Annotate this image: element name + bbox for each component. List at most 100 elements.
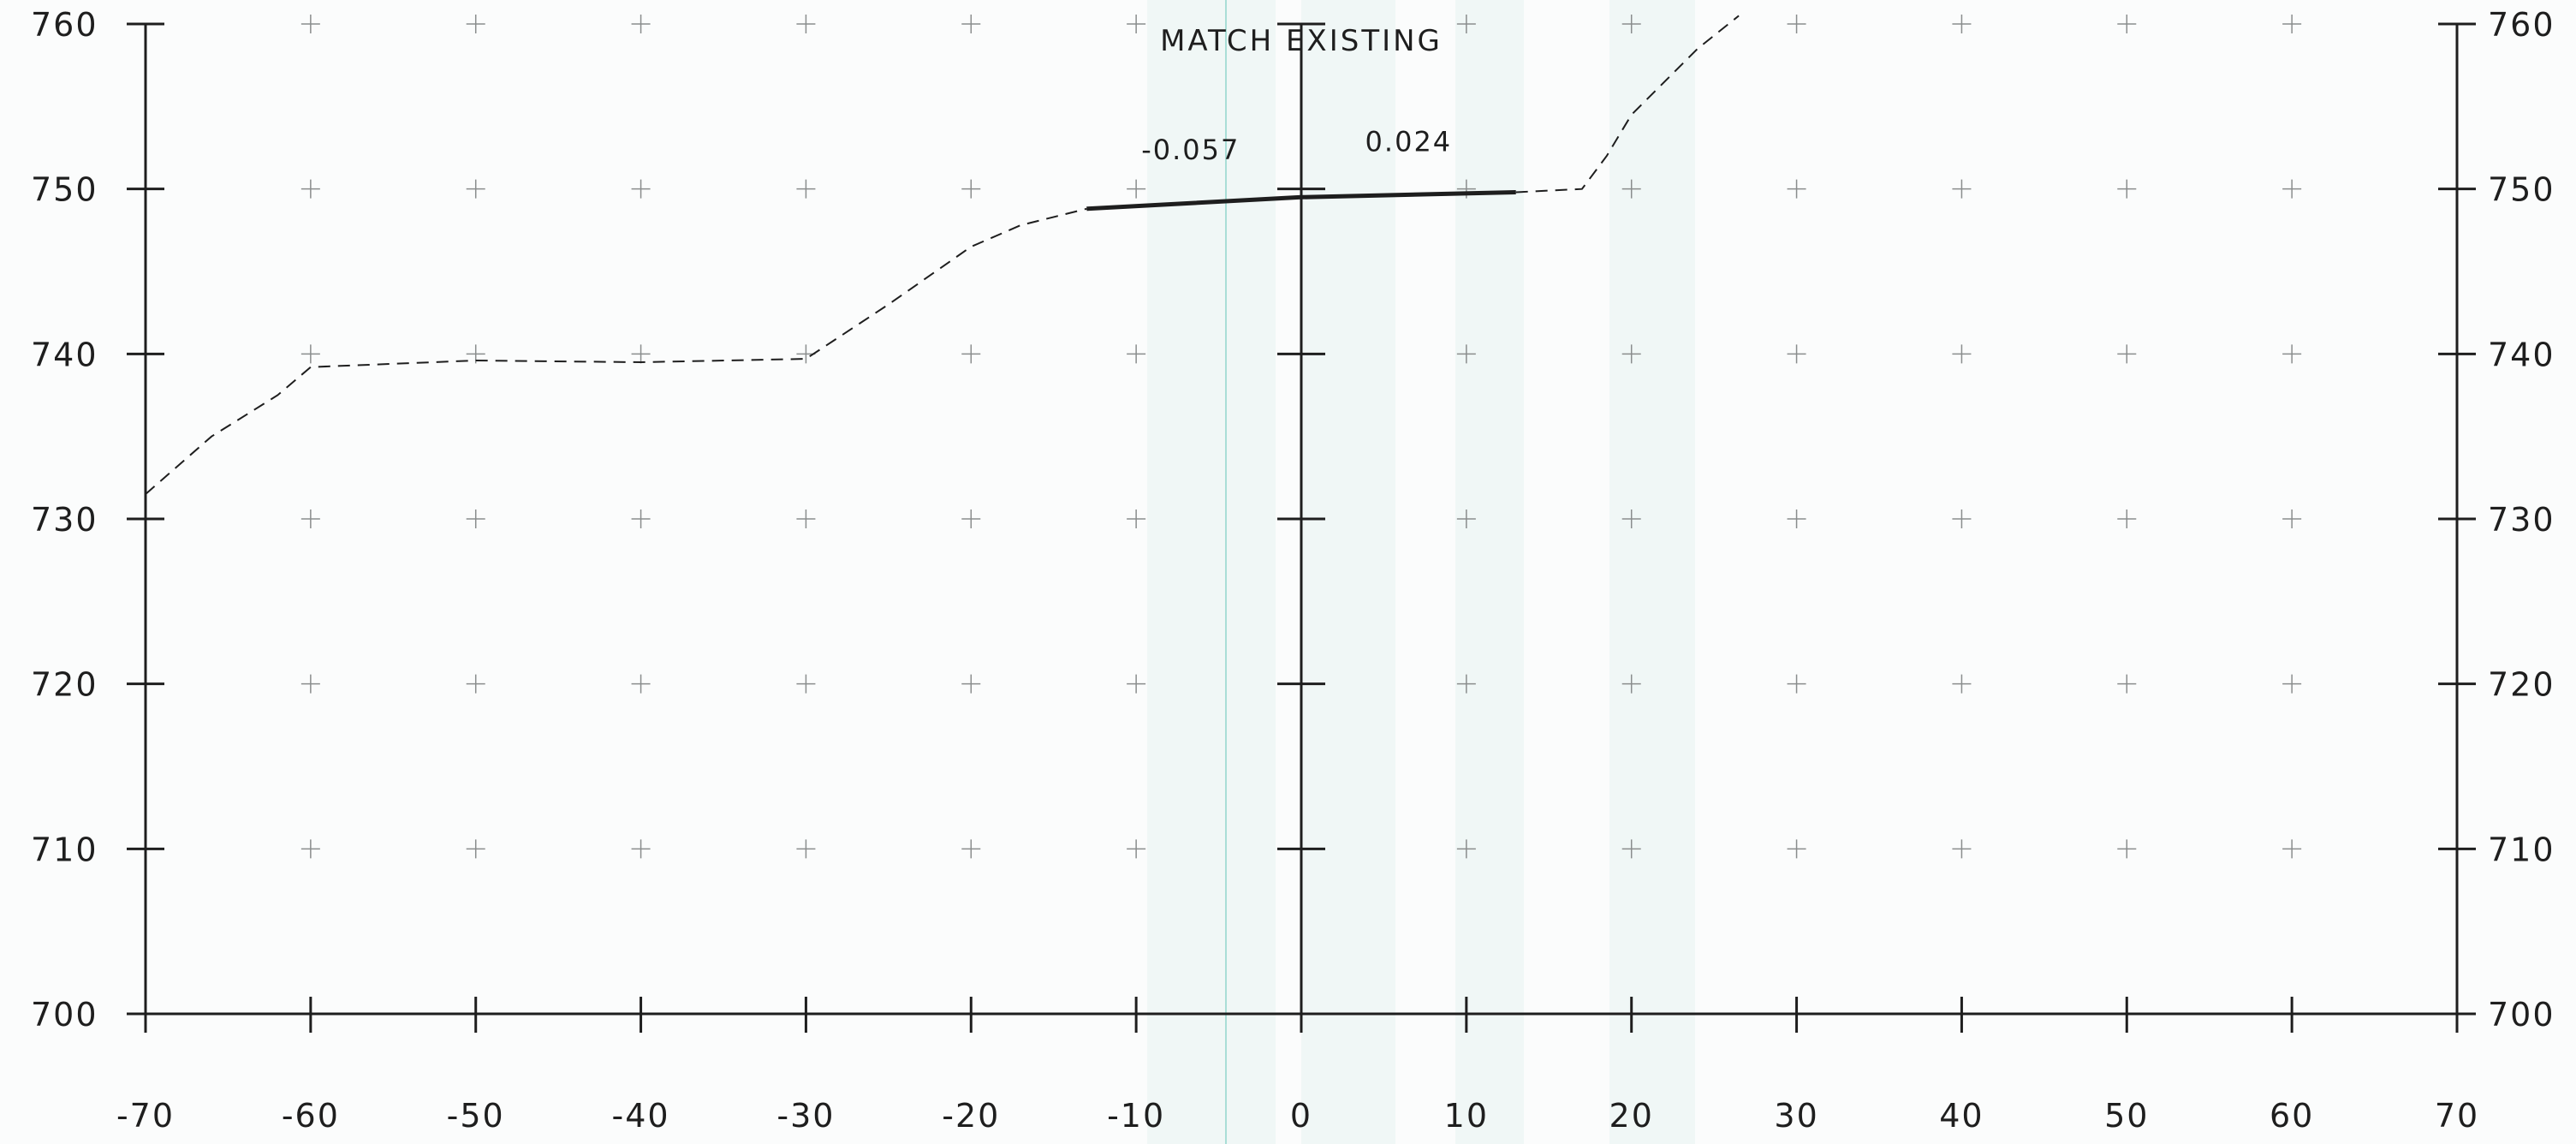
annotations: MATCH EXISTING -0.057 0.024 [1141,24,1450,166]
grid-cross [1456,344,1476,364]
match-existing-note: MATCH EXISTING [1160,24,1443,58]
left-y-tick-label: 750 [31,171,98,209]
grid-cross [300,509,320,528]
x-tick-label: -50 [447,1097,505,1135]
grid-cross [2282,15,2302,33]
grid-cross [1787,179,1806,199]
right-y-tick-label: 710 [2488,831,2555,868]
grid-cross [1456,15,1476,33]
grid-cross [2117,179,2137,199]
left-y-tick-label: 710 [31,831,98,868]
grid-cross [631,839,651,859]
grid-cross [1787,344,1806,364]
right-y-tick-label: 760 [2488,6,2555,44]
x-tick-label: -70 [116,1097,175,1135]
x-tick-label: 20 [1609,1097,1654,1135]
grid-cross [1127,509,1146,528]
x-tick-label: -20 [942,1097,1000,1135]
grid-cross [1456,674,1476,694]
grid-cross [2117,344,2137,364]
grid-cross [2117,15,2137,33]
grid-cross [1952,179,1972,199]
y-axis-ticks: 700 700 710 710 720 720 730 730 740 740 750 750 760 7… [31,6,2555,1034]
left-y-tick-label: 740 [31,336,98,373]
right-y-tick-label: 750 [2488,171,2555,209]
left-y-tick-label: 730 [31,501,98,539]
grid-cross [1787,839,1806,859]
grid-cross [961,179,981,199]
grid-cross [2282,674,2302,694]
grid-cross [1621,839,1641,859]
grid-cross [1787,15,1806,33]
grid-cross [796,15,816,33]
scan-band-3 [1609,0,1695,1144]
grid-cross [1952,674,1972,694]
grid-cross [796,179,816,199]
x-tick-label: 30 [1774,1097,1818,1135]
grid-cross [961,839,981,859]
grid-cross [1621,15,1641,33]
grid-cross [466,509,485,528]
grid-cross [300,15,320,33]
grid-cross [1621,179,1641,199]
scan-band-2 [1455,0,1524,1144]
grid-cross [1621,674,1641,694]
grid-cross [796,839,816,859]
right-y-tick-label: 720 [2488,666,2555,704]
grid-cross [1456,839,1476,859]
scan-band-0 [1147,0,1276,1144]
grid-cross [631,509,651,528]
x-tick-label: 0 [1290,1097,1312,1135]
x-tick-label: 10 [1444,1097,1489,1135]
grid-cross [1952,509,1972,528]
grid-cross [1127,839,1146,859]
grid-cross [961,674,981,694]
x-axis-ticks: -70 -60 -50 -40 -30 -20 -10 0 10 20 30 40 50 60 70 [116,997,2478,1135]
grid-cross [300,179,320,199]
x-tick-label: -60 [282,1097,340,1135]
right-y-tick-label: 740 [2488,336,2555,373]
x-tick-label: 60 [2270,1097,2314,1135]
grid-cross [1952,839,1972,859]
scan-bands [1147,0,1695,1144]
grid-cross [631,179,651,199]
grid-cross [1127,179,1146,199]
grid-cross [2282,179,2302,199]
grid-cross [631,344,651,364]
grid-cross [1787,674,1806,694]
grid-cross [2117,509,2137,528]
grid-cross [631,674,651,694]
grid-cross [2282,344,2302,364]
slope-label: -0.057 [1141,134,1240,166]
grid-cross [1621,509,1641,528]
grid-cross [2282,509,2302,528]
grid-cross [466,839,485,859]
x-tick-label: 50 [2104,1097,2149,1135]
existing-ground-line [1515,15,1740,194]
grid-cross [1787,509,1806,528]
grid-cross [1621,344,1641,364]
grid-cross [2117,839,2137,859]
grid-cross [466,15,485,33]
grid-cross [961,509,981,528]
grid-cross [796,674,816,694]
grid-cross [1952,15,1972,33]
right-y-tick-label: 730 [2488,501,2555,539]
grid-cross [300,344,320,364]
ground-profile [145,15,1740,495]
grid-cross [2117,674,2137,694]
existing-ground-line [145,207,1087,495]
grid-cross [300,839,320,859]
grid-cross [2282,839,2302,859]
grid-cross [466,179,485,199]
left-y-tick-label: 720 [31,666,98,704]
grid-cross [796,509,816,528]
x-tick-label: -10 [1107,1097,1165,1135]
x-tick-label: -40 [612,1097,670,1135]
grid-cross [466,674,485,694]
grid-cross [961,15,981,33]
grid-cross [1127,674,1146,694]
grid-cross [961,344,981,364]
grid-cross [1127,344,1146,364]
